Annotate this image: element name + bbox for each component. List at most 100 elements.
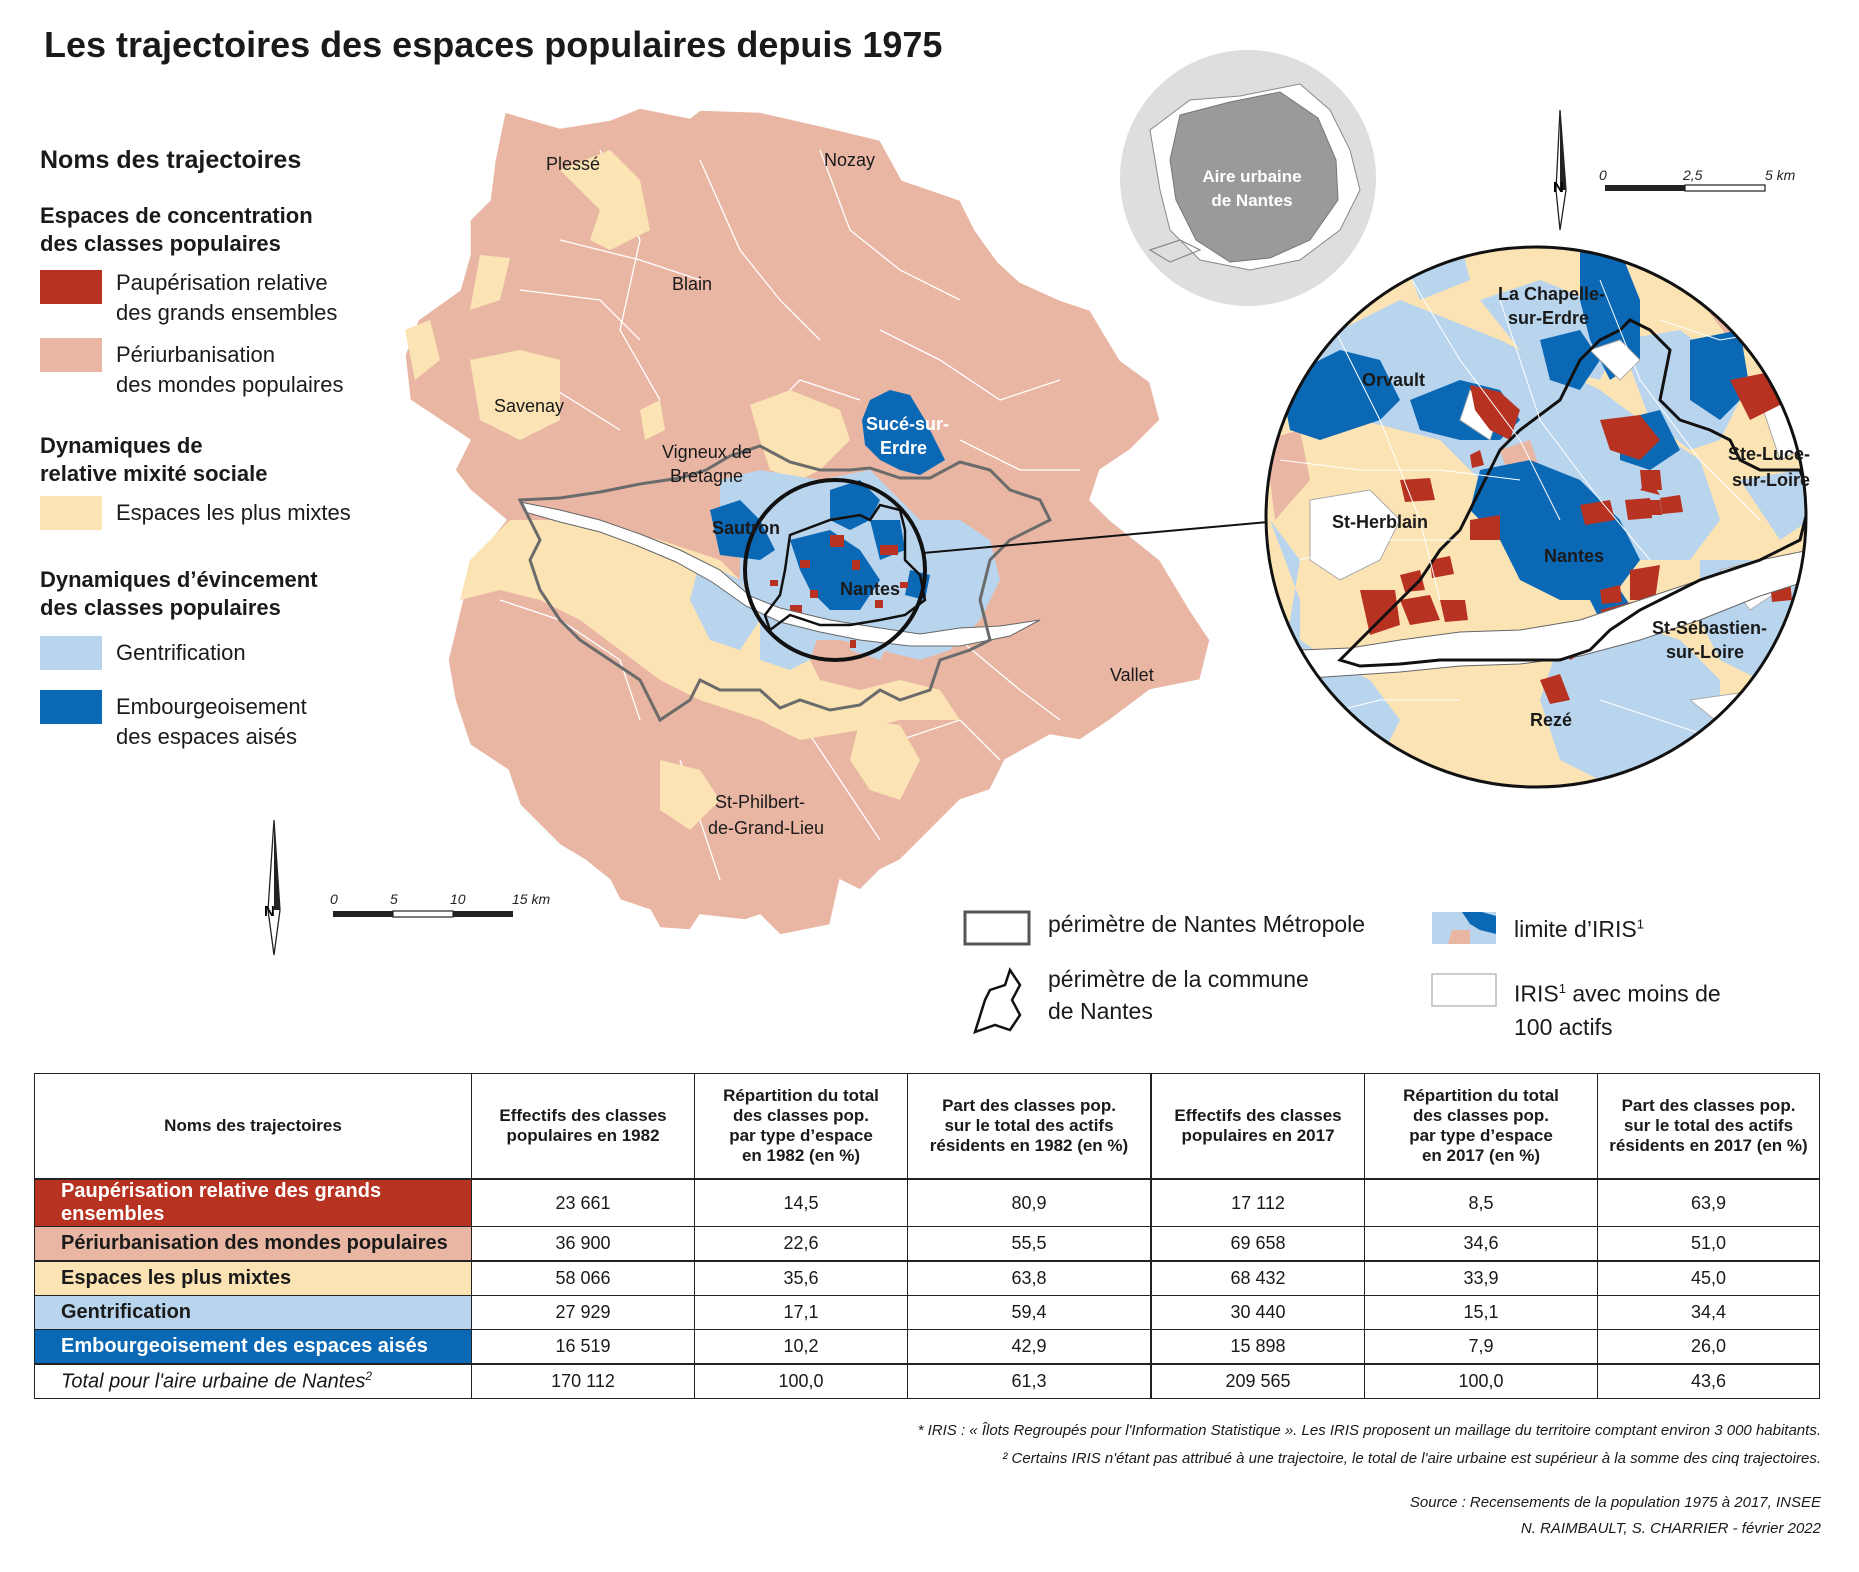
cell-value: 63,8 (907, 1260, 1152, 1296)
table-row: Espaces les plus mixtes 58 066 35,6 63,8 68 … (34, 1260, 1820, 1296)
cell-value: 17 112 (1150, 1178, 1365, 1227)
cell-value: 80,9 (907, 1178, 1152, 1227)
legend-item-gentrification: Gentrification (116, 640, 246, 665)
metropole-perimeter (517, 444, 1053, 723)
cell-value: 34,6 (1364, 1226, 1598, 1262)
scale-main-3: 15 km (512, 891, 550, 907)
zoom-label-steluce-2: sur-Loire (1732, 470, 1810, 490)
header-text-6: Part des classes pop. sur le total des a… (1609, 1096, 1808, 1155)
legend-heading: Noms des trajectoires (40, 146, 302, 174)
cell-value: 42,9 (907, 1329, 1152, 1365)
legend-item-periurbanisation: Périurbanisation des mondes populaires (116, 342, 344, 397)
north-arrow-zoom: N (1553, 109, 1567, 231)
north-label-main: N (264, 903, 275, 920)
zoom-map: La Chapelle- sur-Erdre Orvault Ste-Luce-… (1264, 245, 1810, 789)
zoom-connector-line (922, 521, 1269, 554)
label-vigneux-1: Vigneux de (662, 442, 752, 462)
row-name: Espaces les plus mixtes (34, 1260, 472, 1296)
row-name: Périurbanisation des mondes populaires (34, 1226, 472, 1262)
label-stphilbert-2: de-Grand-Lieu (708, 818, 824, 838)
scale-zoom-1: 2,5 (1682, 167, 1703, 183)
cell-value: 14,5 (694, 1178, 908, 1227)
label-vigneux-2: Bretagne (670, 466, 743, 486)
cell-value: 30 440 (1150, 1295, 1365, 1330)
north-arrow-main: N (264, 819, 281, 956)
main-map (404, 107, 1269, 936)
legend-group-concentration: Espaces de concentration des classes pop… (40, 203, 313, 256)
total-value: 100,0 (694, 1363, 908, 1399)
table-row: Paupérisation relative des grands ensemb… (34, 1178, 1820, 1227)
swatch-embourgeoisement (40, 690, 102, 724)
header-text-4: Effectifs des classes populaires en 2017 (1174, 1106, 1342, 1145)
header-text-1: Effectifs des classes populaires en 1982 (499, 1106, 667, 1145)
legend-group-evincement: Dynamiques d’évincement des classes popu… (40, 567, 318, 620)
zoom-label-stseb-1: St-Sébastien- (1652, 618, 1767, 638)
zoom-label-stseb-2: sur-Loire (1666, 642, 1744, 662)
zoom-label-nantes: Nantes (1544, 546, 1604, 566)
total-value: 61,3 (907, 1363, 1152, 1399)
header-col-2: Répartition du total des classes pop. pa… (694, 1073, 908, 1180)
scale-zoom-2: 5 km (1765, 167, 1796, 183)
cell-value: 68 432 (1150, 1260, 1365, 1296)
label-suce-1: Sucé-sur- (866, 414, 949, 434)
header-col-5: Répartition du total des classes pop. pa… (1364, 1073, 1598, 1180)
map-symbol-legend (963, 910, 1497, 1035)
statistics-table: Noms des trajectoires Effectifs des clas… (34, 1073, 1820, 1399)
label-plesse: Plessé (546, 154, 600, 174)
legend-iris-small-label: IRIS1 avec moins de 100 actifs (1514, 972, 1721, 1044)
label-blain: Blain (672, 274, 712, 294)
header-text-5: Répartition du total des classes pop. pa… (1403, 1086, 1559, 1165)
scale-bar-zoom: 0 2,5 5 km (1599, 167, 1796, 192)
zoom-indicator-circle (743, 478, 927, 662)
row-name: Gentrification (34, 1295, 472, 1330)
cell-value: 7,9 (1364, 1329, 1598, 1365)
cell-value: 16 519 (471, 1329, 695, 1365)
footnote-1: * IRIS : « Îlots Regroupés pour l'Inform… (917, 1422, 1821, 1439)
map-canvas: Plessé Nozay Blain Savenay Vigneux de Br… (264, 50, 1810, 1035)
cell-value: 51,0 (1597, 1226, 1820, 1262)
legend-group-mixite: Dynamiques de relative mixité sociale (40, 433, 268, 486)
header-col-1: Effectifs des classes populaires en 1982 (471, 1073, 695, 1180)
scale-bar-main: 0 5 10 15 km (330, 891, 550, 918)
legend-iris-small-text-3: 100 actifs (1514, 1013, 1613, 1040)
swatch-pauperisation (40, 270, 102, 304)
north-label-zoom: N (1553, 179, 1564, 196)
cell-value: 23 661 (471, 1178, 695, 1227)
zoom-label-chapelle-1: La Chapelle- (1498, 284, 1605, 304)
table-row: Gentrification 27 929 17,1 59,4 30 440 15,1 34… (34, 1295, 1820, 1330)
cell-value: 26,0 (1597, 1329, 1820, 1365)
total-value: 43,6 (1597, 1363, 1820, 1399)
legend-iris-small-text-2: avec moins de (1565, 980, 1721, 1007)
cell-value: 35,6 (694, 1260, 908, 1296)
inset-label-2: de Nantes (1211, 191, 1292, 210)
cell-value: 27 929 (471, 1295, 695, 1330)
swatch-mixtes (40, 496, 102, 530)
total-name-sup: 2 (365, 1369, 373, 1384)
row-name: Paupérisation relative des grands ensemb… (34, 1178, 472, 1227)
legend-iris-small-sup: 1 (1558, 981, 1566, 996)
label-nantes-main: Nantes (840, 579, 900, 599)
cell-value: 58 066 (471, 1260, 695, 1296)
legend-item-mixtes: Espaces les plus mixtes (116, 500, 351, 525)
cell-value: 63,9 (1597, 1178, 1820, 1227)
cell-value: 59,4 (907, 1295, 1152, 1330)
label-suce-2: Erdre (880, 438, 927, 458)
scale-main-0: 0 (330, 891, 338, 907)
legend-iris-limit-label: limite d’IRIS1 (1514, 916, 1644, 943)
label-stphilbert-1: St-Philbert- (715, 792, 805, 812)
total-value: 170 112 (471, 1363, 695, 1399)
scale-zoom-0: 0 (1599, 167, 1607, 183)
loire-river (519, 501, 1041, 647)
header-col-0: Noms des trajectoires (34, 1073, 472, 1180)
zones-embourgeoisement (710, 390, 945, 610)
authors-note: N. RAIMBAULT, S. CHARRIER - février 2022 (1520, 1520, 1821, 1537)
cell-value: 33,9 (1364, 1260, 1598, 1296)
legend-item-pauperisation: Paupérisation relative des grands ensemb… (116, 270, 338, 325)
footnote-2: ² Certains IRIS n'étant pas attribué à u… (1002, 1450, 1821, 1467)
header-text-2: Répartition du total des classes pop. pa… (723, 1086, 879, 1165)
cell-value: 8,5 (1364, 1178, 1598, 1227)
main-map-labels: Plessé Nozay Blain Savenay Vigneux de Br… (494, 150, 1154, 838)
source-note: Source : Recensements de la population 1… (1409, 1494, 1821, 1511)
header-col-3: Part des classes pop. sur le total des a… (907, 1073, 1152, 1180)
inset-locator: Aire urbaine de Nantes (1120, 50, 1376, 306)
